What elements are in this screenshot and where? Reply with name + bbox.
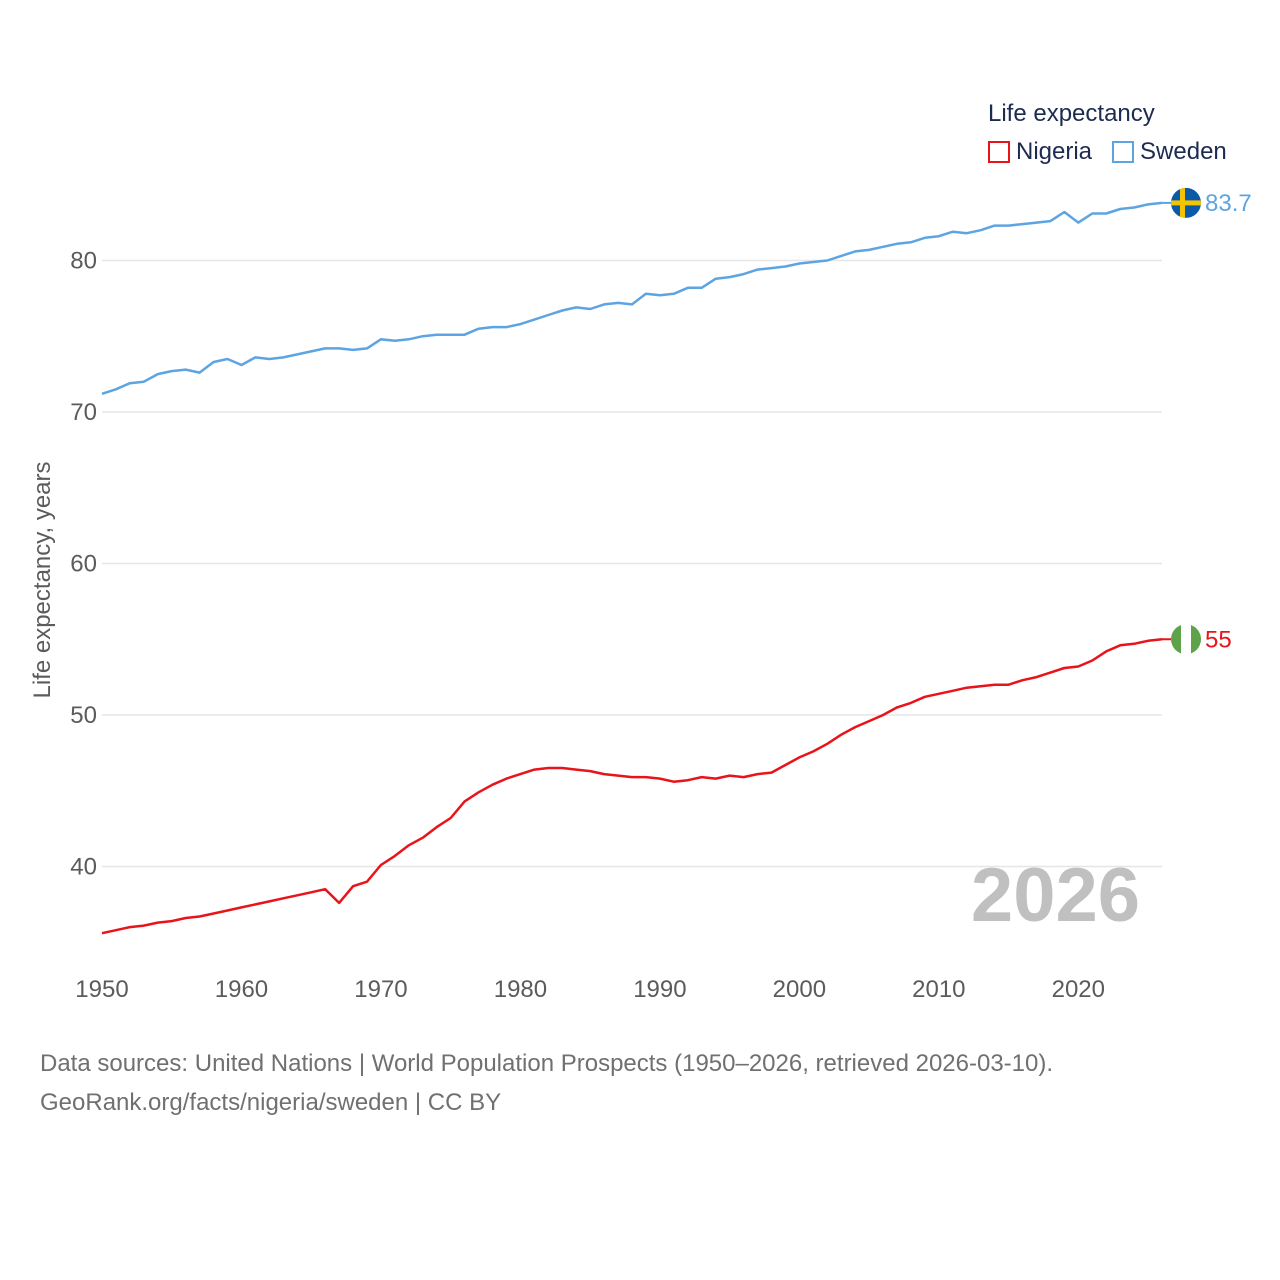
legend-swatch-nigeria xyxy=(988,141,1010,163)
x-tick-label: 1960 xyxy=(215,976,268,1003)
x-tick-label: 1980 xyxy=(494,976,547,1003)
y-tick-label: 40 xyxy=(70,854,97,881)
x-tick-label: 1970 xyxy=(354,976,407,1003)
legend-title: Life expectancy xyxy=(988,100,1155,127)
legend-item-sweden[interactable]: Sweden xyxy=(1112,138,1227,166)
y-tick-label: 50 xyxy=(70,702,97,729)
x-tick-label: 2010 xyxy=(912,976,965,1003)
year-watermark: 2026 xyxy=(971,853,1140,938)
series-line-sweden[interactable] xyxy=(101,201,1163,395)
data-sources-note: Data sources: United Nations | World Pop… xyxy=(40,1044,1053,1122)
sources-line: Data sources: United Nations | World Pop… xyxy=(40,1050,1054,1077)
end-value-label-nigeria: 55 xyxy=(1205,626,1232,653)
y-tick-label: 60 xyxy=(70,551,97,578)
series-lines xyxy=(101,201,1163,935)
sweden-flag-icon xyxy=(1171,187,1201,218)
legend-item-nigeria[interactable]: Nigeria xyxy=(988,138,1092,166)
nigeria-flag-icon xyxy=(1171,624,1201,655)
x-axis-tick-labels: 1950 1960 1970 1980 1990 2000 2010 2020 xyxy=(75,976,1105,1003)
x-tick-label: 1950 xyxy=(75,976,128,1003)
attribution-line: GeoRank.org/facts/nigeria/sweden | CC BY xyxy=(40,1089,502,1116)
x-tick-label: 2000 xyxy=(773,976,826,1003)
legend: Life expectancy Nigeria Sweden xyxy=(988,100,1227,166)
x-tick-label: 2020 xyxy=(1052,976,1105,1003)
y-tick-label: 80 xyxy=(70,247,97,274)
legend-label-sweden: Sweden xyxy=(1140,138,1227,165)
x-tick-label: 1990 xyxy=(633,976,686,1003)
y-tick-label: 70 xyxy=(70,399,97,426)
grid-lines xyxy=(102,259,1162,868)
series-end-markers: 55 83.7 xyxy=(1162,187,1252,655)
legend-items: Nigeria Sweden xyxy=(988,138,1227,166)
end-value-label-sweden: 83.7 xyxy=(1205,190,1252,217)
y-axis-tick-labels: 40 50 60 70 80 xyxy=(70,247,97,880)
series-line-nigeria[interactable] xyxy=(101,638,1163,935)
legend-label-nigeria: Nigeria xyxy=(1016,138,1093,165)
legend-swatch-sweden xyxy=(1112,141,1135,163)
y-axis-label: Life expectancy, years xyxy=(29,461,56,698)
